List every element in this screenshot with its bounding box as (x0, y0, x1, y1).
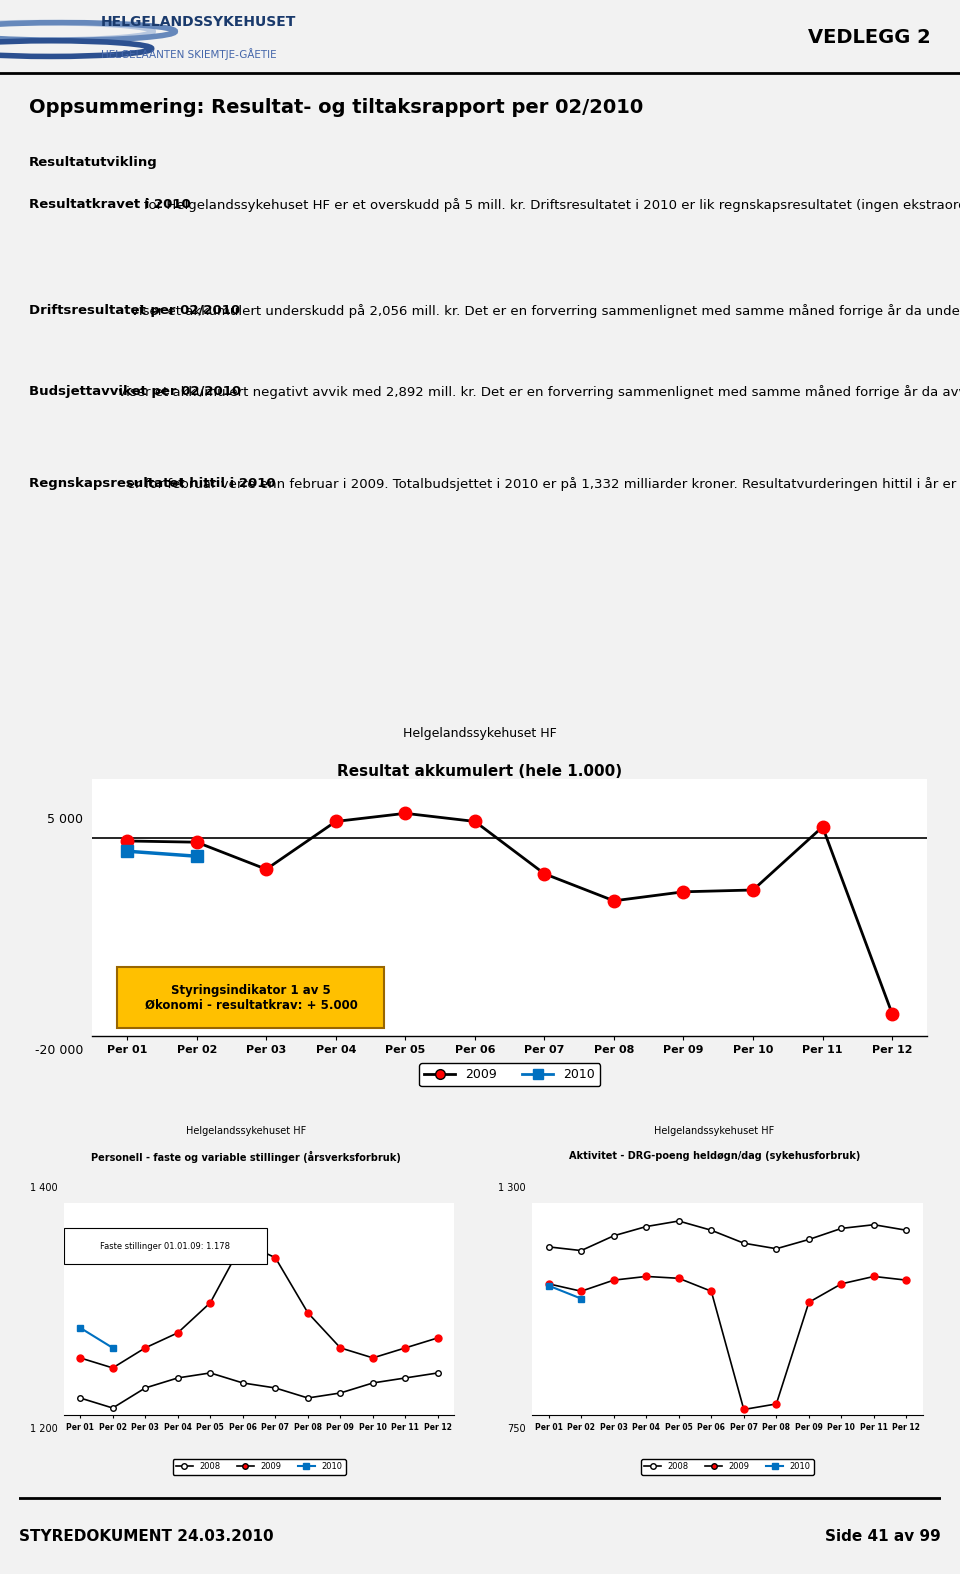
Legend: 2009, 2010: 2009, 2010 (420, 1064, 600, 1086)
Text: Budsjettavviket per 02/2010: Budsjettavviket per 02/2010 (29, 384, 241, 398)
Text: Helgelandssykehuset HF: Helgelandssykehuset HF (403, 727, 557, 740)
Text: Driftsresultatet per 02/2010: Driftsresultatet per 02/2010 (29, 304, 240, 316)
Text: 1 400: 1 400 (30, 1184, 58, 1193)
Legend: 2008, 2009, 2010: 2008, 2009, 2010 (641, 1459, 814, 1475)
Text: Personell - faste og variable stillinger (årsverksforbruk): Personell - faste og variable stillinger… (91, 1151, 400, 1163)
Text: STYREDOKUMENT 24.03.2010: STYREDOKUMENT 24.03.2010 (19, 1528, 274, 1544)
Text: -20 000: -20 000 (35, 1045, 84, 1058)
Text: 1 200: 1 200 (30, 1424, 58, 1434)
Text: Styringsindikator 1 av 5
Økonomi - resultatkrav: + 5.000: Styringsindikator 1 av 5 Økonomi - resul… (145, 984, 357, 1012)
Text: Oppsummering: Resultat- og tiltaksrapport per 02/2010: Oppsummering: Resultat- og tiltaksrappor… (29, 98, 643, 118)
Legend: 2008, 2009, 2010: 2008, 2009, 2010 (173, 1459, 346, 1475)
Text: Aktivitet - DRG-poeng heldøgn/dag (sykehusforbruk): Aktivitet - DRG-poeng heldøgn/dag (sykeh… (568, 1151, 860, 1162)
Text: er for februar verre enn februar i 2009. Totalbudsjettet i 2010 er på 1,332 mill: er for februar verre enn februar i 2009.… (29, 477, 960, 491)
Text: HELGELANDSSYKEHUSET: HELGELANDSSYKEHUSET (101, 16, 297, 30)
Text: viser et akkumulert negativt avvik med 2,892 mill. kr. Det er en forverring samm: viser et akkumulert negativt avvik med 2… (29, 384, 960, 398)
Text: Helgelandssykehuset HF: Helgelandssykehuset HF (185, 1127, 306, 1136)
Text: 1 300: 1 300 (498, 1184, 526, 1193)
FancyBboxPatch shape (64, 1228, 267, 1264)
Text: 5 000: 5 000 (47, 814, 84, 826)
Text: Resultat akkumulert (hele 1.000): Resultat akkumulert (hele 1.000) (337, 765, 623, 779)
Text: viser et akkumulert underskudd på 2,056 mill. kr. Det er en forverring sammenlig: viser et akkumulert underskudd på 2,056 … (29, 304, 960, 318)
Text: Resultatutvikling: Resultatutvikling (29, 156, 157, 168)
Text: Faste stillinger 01.01.09: 1.178: Faste stillinger 01.01.09: 1.178 (101, 1242, 230, 1251)
Text: 750: 750 (507, 1424, 526, 1434)
Text: Resultatkravet i 2010: Resultatkravet i 2010 (29, 197, 190, 211)
Text: Side 41 av 99: Side 41 av 99 (825, 1528, 941, 1544)
Text: VEDLEGG 2: VEDLEGG 2 (808, 28, 931, 47)
Text: Regnskapsresultatet hittil i 2010: Regnskapsresultatet hittil i 2010 (29, 477, 276, 490)
Text: for Helgelandssykehuset HF er et overskudd på 5 mill. kr. Driftsresultatet i 201: for Helgelandssykehuset HF er et oversku… (29, 197, 960, 211)
FancyBboxPatch shape (117, 966, 384, 1028)
Text: HELGELAANTEN SKIEMTJE-GÅETIE: HELGELAANTEN SKIEMTJE-GÅETIE (101, 47, 276, 60)
Text: Helgelandssykehuset HF: Helgelandssykehuset HF (654, 1127, 775, 1136)
